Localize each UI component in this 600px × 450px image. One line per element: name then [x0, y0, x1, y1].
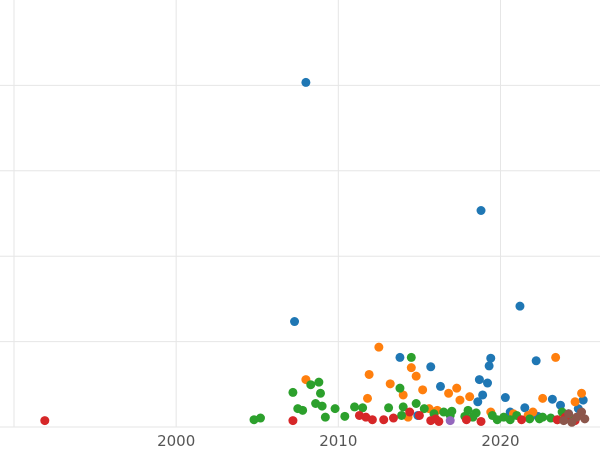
data-point-series-3-1	[288, 416, 298, 426]
data-point-series-2-4	[288, 387, 298, 397]
data-point-series-1-11	[538, 393, 548, 403]
data-point-series-1-15	[570, 397, 580, 407]
data-point-series-2-30	[255, 413, 265, 423]
data-point-series-2-16	[419, 404, 429, 414]
data-point-series-2-39	[397, 410, 407, 420]
data-point-series-0-14	[547, 394, 557, 404]
vertical-grid-lines	[13, 0, 501, 427]
data-point-series-2-31	[320, 412, 330, 422]
data-point-series-0-18	[555, 400, 565, 410]
x-tick-label-2010: 2010	[319, 432, 357, 450]
data-point-series-1-9	[398, 390, 408, 400]
data-point-series-3-7	[405, 407, 415, 417]
data-point-series-1-13	[455, 395, 465, 405]
data-point-series-0-6	[395, 352, 405, 362]
horizontal-grid-lines	[0, 84, 600, 428]
data-point-series-1-10	[418, 385, 428, 395]
data-point-series-2-24	[525, 414, 535, 424]
data-point-series-3-6	[388, 413, 398, 423]
data-point-series-2-6	[411, 399, 421, 409]
data-point-series-3-4	[367, 415, 377, 425]
data-point-series-0-1	[476, 206, 486, 215]
x-tick-label-2000: 2000	[157, 432, 195, 450]
data-point-series-3-0	[40, 416, 50, 426]
data-point-series-2-15	[398, 402, 408, 412]
data-point-series-0-8	[426, 362, 436, 372]
data-point-series-0-4	[486, 353, 496, 363]
data-point-series-2-32	[340, 411, 350, 421]
data-point-series-1-1	[551, 352, 561, 362]
data-point-series-1-3	[364, 369, 374, 379]
data-point-series-1-12	[465, 392, 475, 402]
data-point-series-1-0	[374, 342, 384, 352]
data-point-series-0-15	[578, 395, 588, 405]
data-point-series-0-2	[515, 301, 525, 311]
data-point-series-0-12	[478, 390, 488, 400]
data-point-series-1-14	[363, 393, 373, 403]
data-point-series-0-9	[474, 375, 484, 385]
data-point-series-0-16	[473, 397, 483, 407]
data-point-series-2-8	[317, 401, 327, 411]
data-point-series-2-2	[306, 380, 316, 390]
data-point-series-0-11	[435, 381, 445, 391]
data-point-series-2-3	[395, 383, 405, 393]
data-point-series-0-3	[290, 317, 300, 327]
data-point-series-5-5	[567, 417, 577, 427]
data-point-series-3-12	[476, 416, 486, 426]
x-tick-label-2020: 2020	[481, 432, 519, 450]
data-point-series-0-0	[301, 77, 311, 87]
data-point-series-0-17	[520, 403, 530, 413]
data-point-series-0-13	[500, 393, 510, 403]
data-point-series-2-10	[298, 405, 308, 415]
data-point-series-0-7	[484, 361, 494, 371]
data-point-series-0-10	[483, 378, 493, 388]
data-point-series-3-8	[414, 410, 424, 420]
data-point-series-2-0	[406, 352, 416, 362]
data-point-series-2-11	[330, 404, 340, 414]
data-point-series-2-1	[314, 377, 324, 387]
data-points	[40, 77, 590, 427]
data-point-series-1-2	[406, 363, 416, 373]
data-point-series-2-5	[315, 388, 325, 398]
data-point-series-2-37	[505, 415, 515, 425]
data-point-series-2-36	[492, 415, 502, 425]
data-point-series-3-5	[379, 415, 389, 425]
data-point-series-5-3	[580, 414, 590, 424]
data-point-series-3-17	[517, 415, 527, 425]
x-axis-tick-labels: 2000 2010 2020	[157, 432, 520, 450]
data-point-series-2-13	[358, 403, 368, 413]
data-point-series-1-8	[444, 388, 454, 398]
data-point-series-0-5	[531, 356, 541, 366]
data-point-series-3-16	[431, 414, 441, 424]
data-point-series-1-7	[452, 383, 462, 393]
data-point-series-2-12	[350, 402, 360, 412]
data-point-series-4-0	[445, 416, 455, 426]
data-point-series-3-11	[461, 415, 471, 425]
data-point-series-5-4	[559, 416, 569, 426]
data-point-series-2-14	[384, 403, 394, 413]
data-point-series-5-0	[564, 409, 574, 419]
data-point-series-1-16	[577, 388, 587, 398]
data-point-series-1-6	[385, 379, 395, 389]
data-point-series-2-38	[538, 412, 548, 422]
data-point-series-1-4	[411, 371, 421, 381]
